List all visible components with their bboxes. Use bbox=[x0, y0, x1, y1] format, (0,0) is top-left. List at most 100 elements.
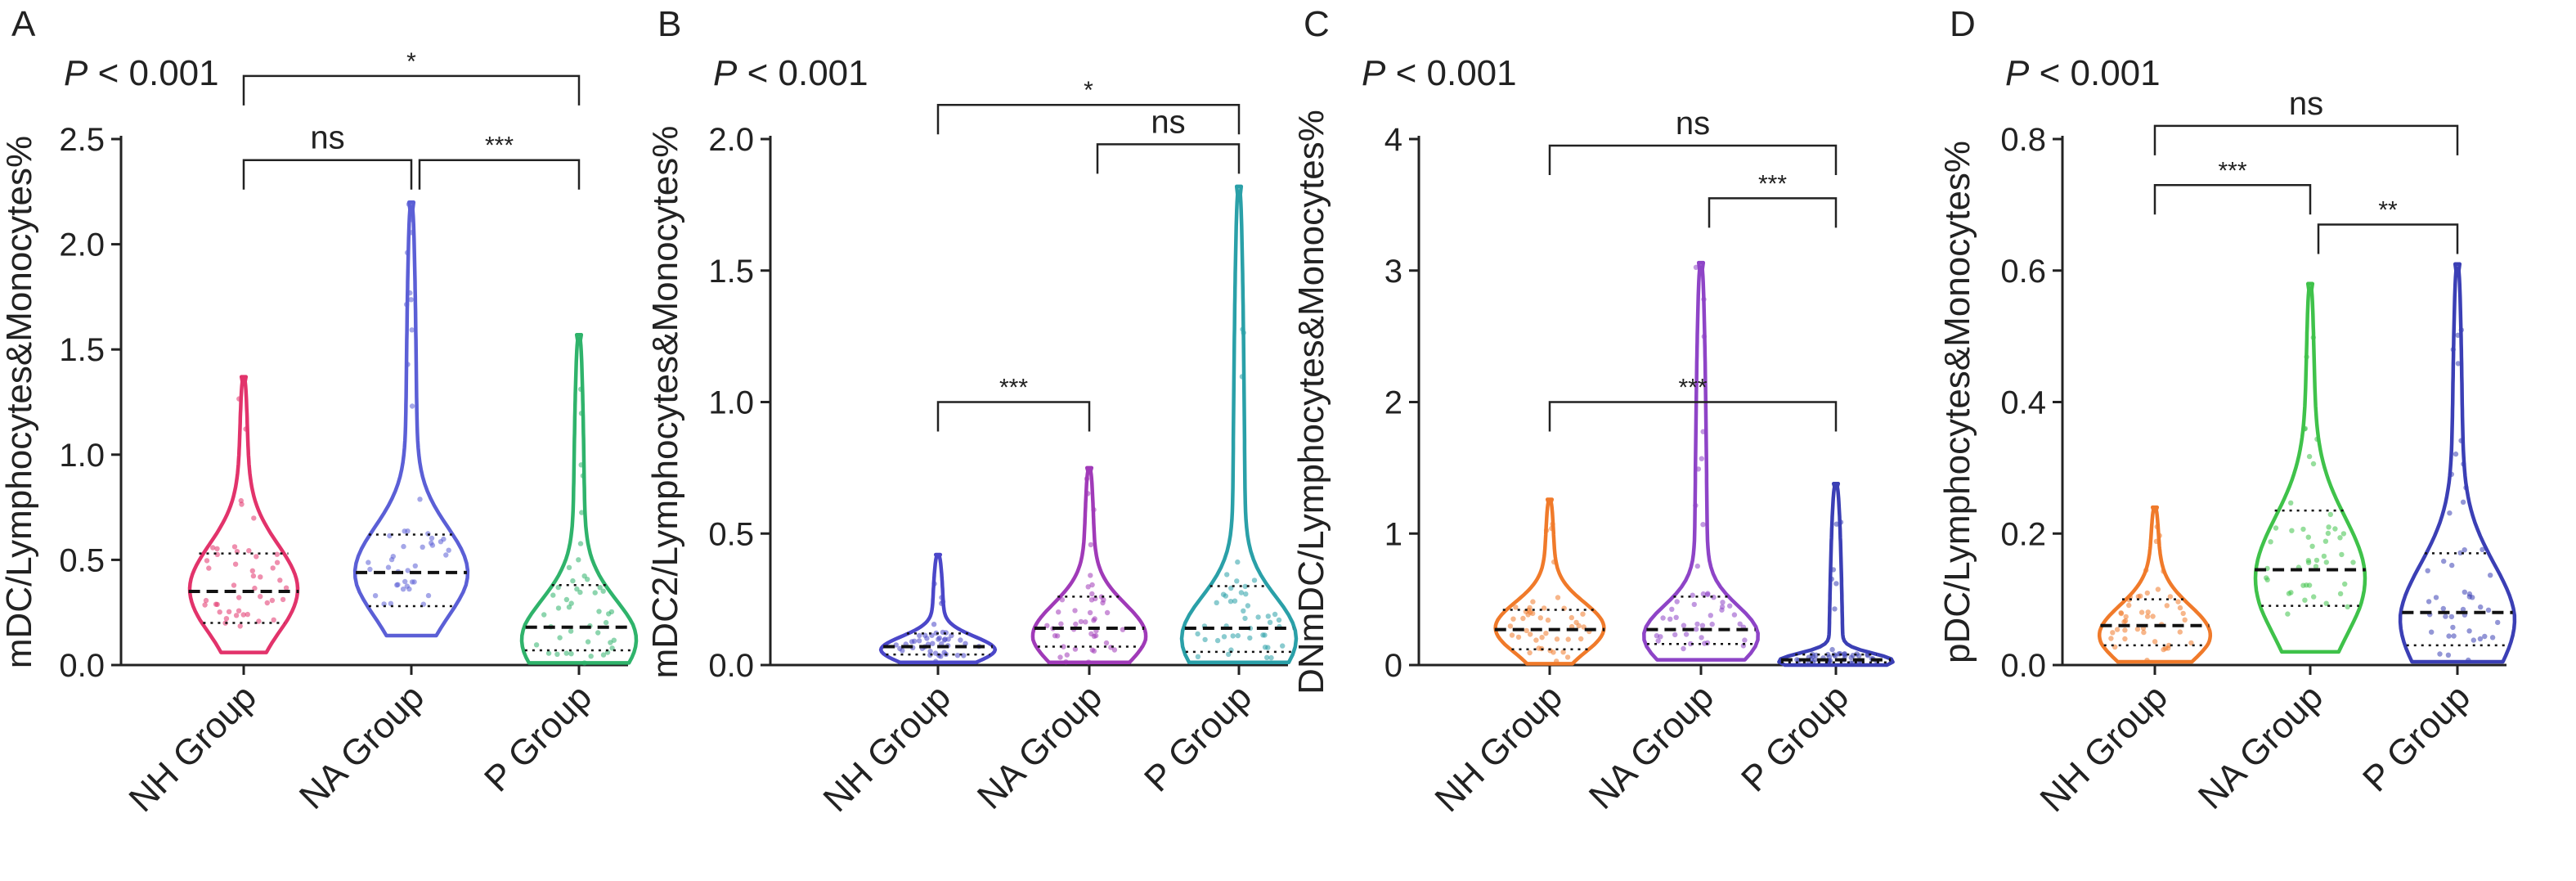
data-point bbox=[405, 362, 411, 367]
data-point bbox=[394, 582, 400, 588]
data-point bbox=[2175, 599, 2181, 605]
data-point bbox=[1507, 623, 1514, 629]
panel-letter: A bbox=[11, 4, 36, 44]
x-tick-label: NH Group bbox=[815, 676, 958, 820]
data-point bbox=[1247, 635, 1253, 641]
p-value-label: P < 0.001 bbox=[64, 53, 219, 93]
data-point bbox=[2322, 538, 2329, 544]
data-point bbox=[2495, 619, 2501, 626]
y-tick-label: 0.5 bbox=[708, 516, 754, 552]
data-point bbox=[1072, 646, 1079, 652]
data-point bbox=[581, 573, 587, 579]
violin-outline bbox=[2097, 505, 2213, 664]
data-point bbox=[1699, 623, 1706, 628]
data-point bbox=[420, 544, 425, 550]
data-point bbox=[1515, 634, 1522, 641]
data-point bbox=[2477, 636, 2484, 642]
data-point bbox=[2156, 533, 2162, 538]
data-point bbox=[2309, 543, 2315, 549]
data-point bbox=[577, 589, 583, 596]
data-point bbox=[2145, 609, 2151, 615]
data-point bbox=[2323, 600, 2329, 606]
data-point bbox=[580, 473, 586, 479]
data-point bbox=[2461, 461, 2466, 467]
data-point bbox=[554, 651, 560, 657]
data-point bbox=[1564, 654, 1571, 660]
data-point bbox=[1551, 559, 1557, 565]
data-point bbox=[425, 592, 432, 599]
data-point bbox=[2429, 629, 2435, 635]
data-point bbox=[1850, 660, 1856, 666]
data-point bbox=[563, 650, 569, 656]
data-point bbox=[597, 585, 603, 591]
data-point bbox=[932, 650, 939, 656]
violin-1 bbox=[2097, 505, 2213, 664]
data-point bbox=[1214, 600, 1219, 605]
data-point bbox=[1232, 598, 1238, 604]
data-point bbox=[2482, 633, 2488, 640]
data-point bbox=[1683, 632, 1690, 637]
data-point bbox=[2313, 564, 2319, 569]
data-point bbox=[443, 552, 449, 558]
data-point bbox=[1104, 609, 1111, 616]
data-point bbox=[406, 201, 412, 207]
data-point bbox=[1719, 604, 1726, 610]
data-point bbox=[2300, 526, 2306, 533]
data-point bbox=[408, 297, 414, 303]
data-point bbox=[608, 609, 615, 615]
data-point bbox=[1063, 659, 1069, 665]
data-point bbox=[402, 578, 408, 585]
data-point bbox=[930, 641, 936, 646]
data-point bbox=[274, 560, 280, 565]
data-point bbox=[2144, 614, 2151, 619]
data-point bbox=[1672, 632, 1678, 638]
y-tick-label: 0.8 bbox=[2000, 122, 2046, 158]
data-point bbox=[1701, 296, 1707, 303]
data-point bbox=[1267, 619, 1273, 625]
data-point bbox=[1265, 614, 1272, 619]
data-point bbox=[2122, 627, 2128, 633]
data-point bbox=[1276, 617, 1282, 623]
data-point bbox=[2470, 595, 2475, 600]
data-point bbox=[2164, 603, 2170, 609]
data-point bbox=[385, 564, 392, 570]
data-point bbox=[270, 565, 276, 571]
data-point bbox=[2460, 499, 2466, 505]
data-point bbox=[1731, 612, 1738, 618]
data-point bbox=[936, 636, 941, 642]
violin-outline bbox=[1642, 260, 1760, 662]
data-point bbox=[2305, 560, 2312, 565]
significance-bracket bbox=[1708, 197, 1838, 228]
y-tick-label: 0 bbox=[1384, 648, 1402, 684]
data-point bbox=[1224, 572, 1230, 578]
violin-outline bbox=[1777, 481, 1895, 667]
y-tick-label: 2 bbox=[1384, 385, 1402, 421]
data-point bbox=[2161, 569, 2166, 574]
p-value-label: P < 0.001 bbox=[1362, 53, 1517, 93]
significance-label: ns bbox=[1151, 104, 1185, 140]
data-point bbox=[388, 556, 395, 563]
data-point bbox=[963, 641, 968, 646]
y-tick-label: 1.0 bbox=[708, 385, 754, 421]
data-point bbox=[405, 528, 411, 534]
data-point bbox=[1227, 599, 1234, 605]
data-point bbox=[595, 630, 601, 636]
data-point bbox=[1235, 559, 1241, 565]
data-point bbox=[1527, 605, 1533, 611]
data-point bbox=[236, 595, 242, 600]
data-point bbox=[1085, 659, 1092, 665]
p-value-label: P < 0.001 bbox=[713, 53, 868, 93]
data-point bbox=[1554, 636, 1560, 642]
x-tick-label: NA Group bbox=[970, 676, 1110, 816]
data-point bbox=[2447, 510, 2453, 516]
violin-3 bbox=[2398, 262, 2517, 664]
data-point bbox=[1549, 525, 1555, 532]
data-point bbox=[1234, 578, 1240, 584]
data-point bbox=[2268, 539, 2273, 545]
data-point bbox=[596, 609, 602, 614]
panel-letter: D bbox=[1950, 4, 1976, 44]
data-point bbox=[1810, 651, 1815, 658]
data-point bbox=[2310, 461, 2317, 467]
data-point bbox=[2188, 640, 2194, 646]
data-point bbox=[1829, 576, 1834, 582]
